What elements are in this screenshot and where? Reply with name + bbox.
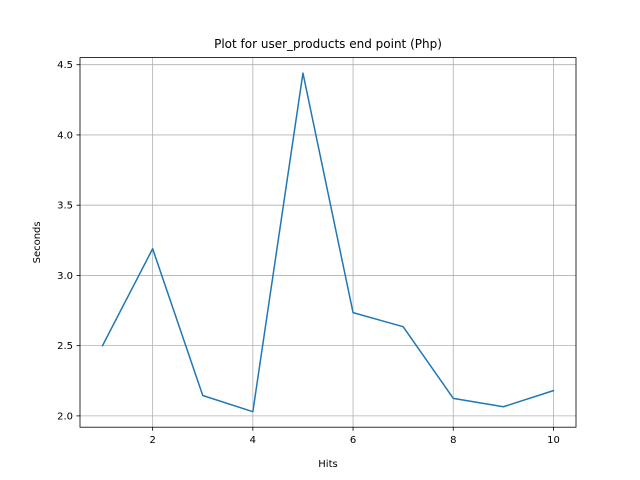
- x-tick-label: 2: [149, 435, 155, 446]
- plot-frame: [79, 57, 577, 428]
- x-tick-label: 4: [250, 435, 256, 446]
- grid-lines: [80, 57, 576, 428]
- x-axis-label: Hits: [318, 459, 337, 470]
- y-tick-label: 3.0: [57, 271, 73, 282]
- y-tick-label: 4.5: [57, 60, 73, 71]
- x-tick-label: 10: [547, 435, 560, 446]
- axis-ticks: 2 4 6 8 10 2.0 2.5 3.0 3.5 4.0 4.5: [57, 60, 560, 446]
- series-line: [101, 72, 555, 413]
- x-tick-label: 6: [350, 435, 356, 446]
- y-tick-label: 2.5: [57, 341, 73, 352]
- y-tick-label: 2.0: [57, 411, 73, 422]
- x-tick-label: 8: [450, 435, 456, 446]
- y-tick-label: 4.0: [57, 130, 73, 141]
- chart-title: Plot for user_products end point (Php): [214, 37, 442, 51]
- y-tick-label: 3.5: [57, 201, 73, 212]
- y-axis-label: Seconds: [32, 221, 43, 263]
